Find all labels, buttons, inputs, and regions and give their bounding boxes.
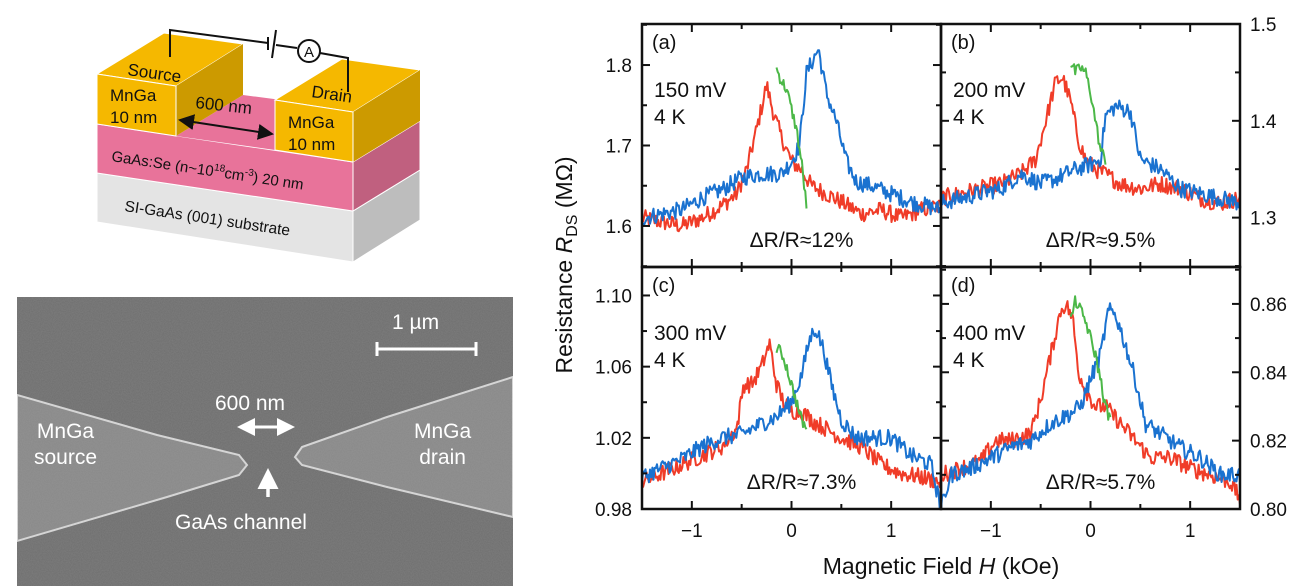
series-sweep_down-panel-c: [642, 338, 941, 489]
bias-label-panel-a: 150 mV: [654, 79, 726, 102]
x-tick-label-panel-d: −1: [980, 521, 1002, 542]
y-tick-label-panel-a: 1.6: [606, 217, 632, 238]
y-tick-label-panel-b: 1.3: [1250, 209, 1276, 230]
y-tick-label-panel-a: 1.8: [606, 56, 632, 77]
series-minor_loop-panel-c: [775, 343, 808, 430]
mr-ratio-label-panel-a: ΔR/R≈12%: [750, 229, 854, 252]
sem-source-label: MnGa source: [34, 419, 97, 471]
y-tick-label-panel-d: 0.80: [1250, 500, 1287, 521]
panel-label-a: (a): [652, 32, 676, 54]
sem-noise-texture: [17, 297, 513, 586]
y-tick-label-panel-b: 1.5: [1250, 15, 1276, 36]
y-tick-label-panel-d: 0.82: [1250, 432, 1287, 453]
x-axis-title-unit: (kOe): [995, 553, 1059, 579]
series-sweep_up-panel-b: [941, 99, 1240, 211]
y-axis-title-subscript: DS: [564, 215, 581, 237]
temperature-label-panel-a: 4 K: [654, 106, 686, 129]
drain-electrode-side: [353, 70, 420, 162]
mr-ratio-label-panel-c: ΔR/R≈7.3%: [747, 471, 857, 494]
y-axis-title: Resistance RDS (MΩ): [551, 156, 581, 373]
y-axis-title-unit: (MΩ): [551, 156, 577, 214]
sem-channel-label: GaAs channel: [175, 511, 307, 534]
y-tick-label-panel-d: 0.86: [1250, 295, 1287, 316]
y-tick-label-panel-c: 1.10: [595, 286, 632, 307]
circuit-wire-mid: [275, 44, 298, 49]
x-tick-label-panel-d: 1: [1185, 521, 1196, 542]
y-tick-label-panel-c: 1.02: [595, 429, 632, 450]
ammeter-symbol: A: [304, 44, 314, 61]
series-minor_loop-panel-a: [775, 67, 808, 209]
source-thickness-label: 10 nm: [110, 108, 157, 127]
bias-label-panel-c: 300 mV: [654, 322, 726, 345]
gap-arrow: [178, 114, 274, 140]
sem-image-canvas: [17, 297, 513, 586]
y-tick-label-panel-b: 1.4: [1250, 112, 1277, 133]
sem-drain-role: drain: [419, 446, 466, 469]
x-tick-label-panel-c: 1: [886, 521, 897, 542]
temperature-label-panel-d: 4 K: [953, 349, 985, 372]
sem-drain-label: MnGa drain: [414, 419, 471, 471]
x-axis-title-symbol: H: [979, 553, 996, 579]
series-sweep_down-panel-a: [642, 81, 941, 233]
sem-micrograph: 1 µm 600 nm MnGa source MnGa drain GaAs …: [17, 297, 513, 586]
bias-label-panel-b: 200 mV: [953, 79, 1025, 102]
series-minor_loop-panel-b: [1070, 63, 1107, 165]
drain-electrode-front: [274, 99, 354, 163]
panel-label-d: (d): [951, 275, 975, 297]
mr-ratio-label-panel-b: ΔR/R≈9.5%: [1046, 229, 1156, 252]
x-axis-title: Magnetic Field H (kOe): [823, 553, 1059, 579]
ammeter-icon: [297, 39, 321, 63]
source-electrode-side: [176, 44, 243, 136]
drain-thickness-label: 10 nm: [288, 135, 335, 154]
panel-label-c: (c): [652, 275, 675, 297]
sem-source-material: MnGa: [36, 420, 95, 443]
scale-bar-label: 1 µm: [392, 311, 440, 334]
y-tick-label-panel-a: 1.7: [606, 137, 632, 158]
sem-source-role: source: [34, 446, 98, 469]
device-schematic: A Source Drain MnGa 10 nm MnGa 10 nm 600…: [95, 28, 422, 263]
source-material-label: MnGa: [110, 86, 157, 105]
y-tick-label-panel-c: 1.06: [595, 358, 632, 379]
y-axis-title-symbol: R: [551, 237, 577, 254]
mr-ratio-label-panel-d: ΔR/R≈5.7%: [1046, 471, 1156, 494]
series-sweep_up-panel-a: [642, 49, 941, 226]
x-tick-label-panel-d: 0: [1085, 521, 1096, 542]
x-axis-title-prefix: Magnetic Field: [823, 553, 979, 579]
circuit-wire-source: [169, 28, 269, 57]
circuit-wire-drain: [319, 52, 349, 92]
x-tick-label-panel-c: 0: [786, 521, 797, 542]
y-axis-title-prefix: Resistance: [551, 253, 577, 373]
source-electrode-front: [96, 73, 177, 137]
series-sweep_up-panel-d: [941, 302, 1240, 509]
temperature-label-panel-b: 4 K: [953, 106, 985, 129]
temperature-label-panel-c: 4 K: [654, 349, 686, 372]
y-tick-label-panel-d: 0.84: [1250, 363, 1287, 384]
y-tick-label-panel-c: 0.98: [595, 500, 632, 521]
sem-drain-material: MnGa: [414, 420, 472, 443]
series-sweep_up-panel-c: [642, 327, 941, 509]
bias-label-panel-d: 400 mV: [953, 322, 1025, 345]
sem-gap-label: 600 nm: [215, 392, 286, 415]
battery-plate-long: [271, 29, 277, 59]
x-tick-label-panel-c: −1: [681, 521, 703, 542]
series-minor_loop-panel-d: [1069, 295, 1112, 421]
drain-material-label: MnGa: [288, 113, 335, 132]
panel-label-b: (b): [951, 32, 975, 54]
